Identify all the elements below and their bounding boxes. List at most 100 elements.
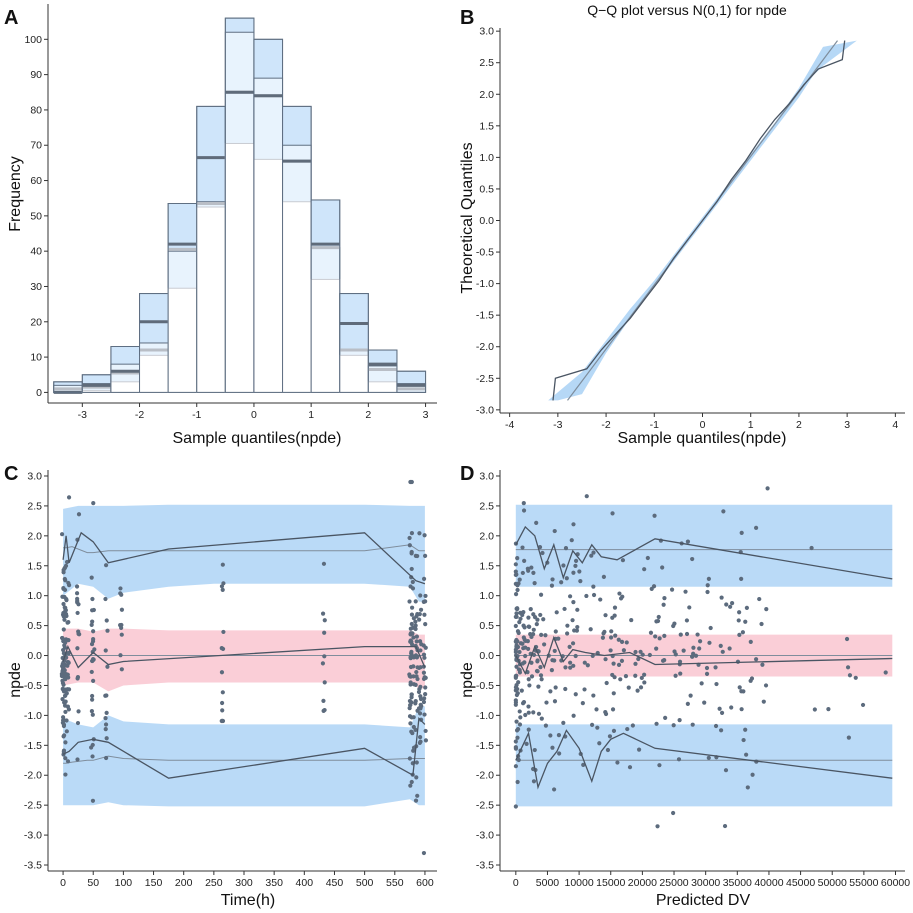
npde-point [603,711,609,717]
npde-point [741,737,746,743]
npde-point [514,611,519,616]
npde-point [677,717,682,723]
npde-point [570,618,575,623]
npde-point [720,649,725,654]
npde-point [408,721,413,726]
npde-point [662,595,667,601]
npde-point [414,634,419,639]
npde-point [513,764,519,769]
npde-point [421,652,427,657]
npde-point [743,727,748,732]
npde-point [526,710,531,715]
npde-point [219,700,225,706]
npde-point [702,700,707,705]
npde-point [657,636,662,641]
panelA-xtick-label: 0 [251,409,257,421]
npde-point [538,673,544,678]
panelB-xtick-label: -4 [505,419,514,431]
npde-point [584,593,589,599]
npde-point [526,615,531,620]
npde-point [753,657,759,662]
npde-point [89,641,95,647]
panelC-ytick-label: -1.5 [24,740,42,752]
npde-point [528,607,533,612]
lower-prediction-band [63,706,425,807]
panelA-xtick-label: 2 [365,409,371,421]
npde-point [706,755,711,760]
npde-point [763,683,769,688]
npde-point [104,710,109,715]
panelD-xtick-label: 60000 [881,877,910,889]
npde-point [532,614,538,620]
npde-point [737,610,742,615]
panelC-xtick-label: 450 [326,877,344,889]
npde-point [63,640,68,645]
npde-point [407,543,412,548]
npde-point [691,645,696,650]
npde-point [413,626,418,632]
npde-point [61,715,66,720]
npde-point [642,680,647,685]
npde-point [589,722,595,727]
npde-point [521,508,527,513]
npde-point [618,596,624,601]
npde-point [422,696,427,701]
npde-point [645,555,650,561]
npde-point [541,617,546,622]
obs-lower-percentile [515,729,893,790]
npde-point [618,677,623,682]
panelD-ytick-label: 0.5 [479,620,494,632]
npde-point [552,528,557,534]
npde-point [417,612,422,617]
npde-point [684,618,690,623]
npde-point [409,621,414,627]
npde-point [582,660,587,665]
npde-point [522,558,527,564]
npde-point [578,578,583,584]
npde-point [697,639,703,644]
panelA-ytick-label: 90 [30,69,42,81]
npde-point [421,699,427,705]
npde-point [320,611,326,616]
npde-point [119,667,124,672]
npde-point [518,715,523,720]
npde-point [765,486,770,491]
panelA-ytick-label: 20 [30,316,42,328]
npde-point [619,639,625,644]
npde-point [681,648,686,653]
npde-point [619,658,625,663]
npde-point [627,765,633,770]
panelB-ytick-label: 1.0 [479,152,494,164]
npde-point [565,623,570,628]
panel-letter-A: A [4,7,18,29]
npde-point [559,580,564,585]
npde-point [561,563,566,568]
panelC-xtick-label: 400 [296,877,314,889]
npde-point [417,531,422,536]
panelD-ytick-label: 1.0 [479,590,494,602]
npde-point [91,678,96,683]
panelB-ytick-label: 1.5 [479,120,494,132]
hist-bar-lower [282,201,312,393]
npde-point [535,659,540,664]
npde-point [322,630,327,635]
npde-point [61,601,66,607]
npde-point [562,606,567,612]
npde-point [518,616,523,621]
panelD-ytick-label: -2.5 [476,800,494,812]
npde-point [603,657,608,662]
npde-point [523,653,528,659]
npde-point [608,648,613,653]
panelA-xtick-label: 1 [308,409,314,421]
npde-point [550,577,555,582]
npde-point [729,705,734,710]
panelC-ytick-label: -0.5 [24,680,42,692]
panelC-xtick-label: 250 [205,877,223,889]
panelB-qqplot: -3.0 -2.5 -2.0 -1.5 -1.0 -0.5 0.0 0.5 1.0 1.5 2.0 2… [476,26,905,431]
panelB-ytick-label: 2.5 [479,57,494,69]
npde-point [516,667,522,672]
panelD-xtick-label: 40000 [754,877,783,889]
npde-point [90,697,95,702]
npde-point [90,712,95,717]
panelC-ytick-label: 2.5 [27,500,42,512]
